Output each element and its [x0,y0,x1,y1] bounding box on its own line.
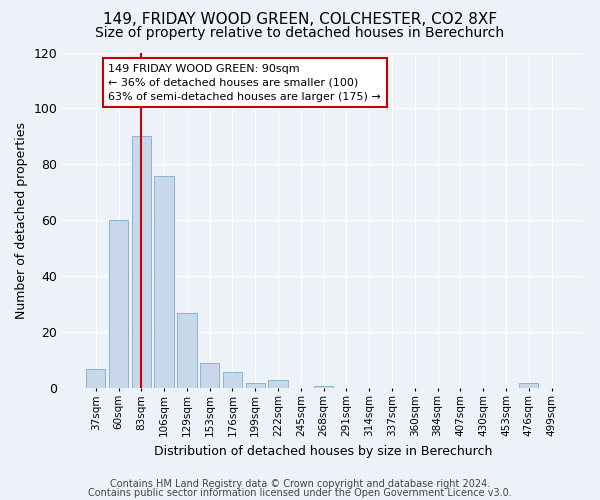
Text: 149, FRIDAY WOOD GREEN, COLCHESTER, CO2 8XF: 149, FRIDAY WOOD GREEN, COLCHESTER, CO2 … [103,12,497,28]
Bar [177,313,197,388]
Bar [314,386,334,388]
Bar [245,383,265,388]
Y-axis label: Number of detached properties: Number of detached properties [15,122,28,319]
Bar [131,136,151,388]
Bar [519,383,538,388]
Text: 149 FRIDAY WOOD GREEN: 90sqm
← 36% of detached houses are smaller (100)
63% of s: 149 FRIDAY WOOD GREEN: 90sqm ← 36% of de… [108,64,381,102]
Bar [154,176,174,388]
Text: Size of property relative to detached houses in Berechurch: Size of property relative to detached ho… [95,26,505,40]
Text: Contains public sector information licensed under the Open Government Licence v3: Contains public sector information licen… [88,488,512,498]
Bar [109,220,128,388]
X-axis label: Distribution of detached houses by size in Berechurch: Distribution of detached houses by size … [154,444,493,458]
Text: Contains HM Land Registry data © Crown copyright and database right 2024.: Contains HM Land Registry data © Crown c… [110,479,490,489]
Bar [200,364,220,388]
Bar [223,372,242,388]
Bar [86,369,106,388]
Bar [268,380,288,388]
